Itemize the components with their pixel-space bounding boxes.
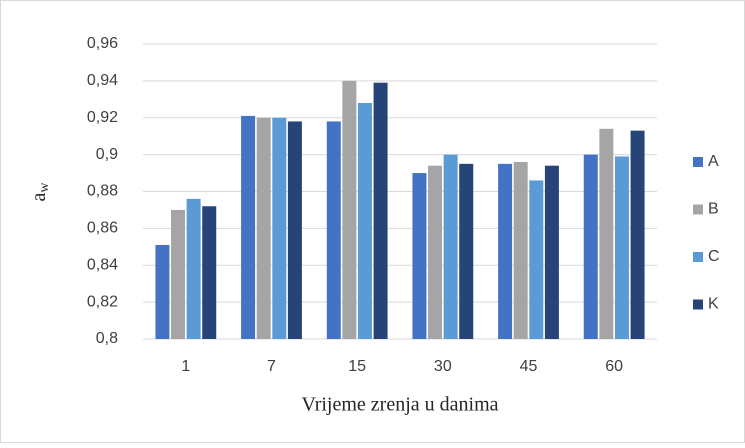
legend-label: A (708, 153, 719, 170)
y-tick-label: 0,9 (96, 146, 118, 163)
x-tick-label: 7 (267, 358, 276, 375)
bar (583, 154, 598, 339)
y-tick-label: 0,82 (87, 293, 118, 310)
x-tick-label: 15 (348, 358, 366, 375)
bar (513, 162, 528, 339)
bar (498, 163, 513, 339)
bar (428, 165, 443, 339)
legend-swatch (693, 157, 703, 167)
y-tick-label: 0,84 (87, 256, 118, 273)
bar (202, 206, 217, 339)
bar (272, 117, 287, 339)
bar (357, 103, 372, 339)
y-tick-label: 0,88 (87, 183, 118, 200)
y-axis-label-sub: w (37, 182, 52, 193)
bar (241, 115, 256, 339)
bar (171, 209, 186, 339)
y-axis-label: aw (28, 182, 53, 202)
legend-label: B (708, 201, 719, 218)
y-tick-label: 0,8 (96, 330, 118, 347)
y-tick-label: 0,96 (87, 35, 118, 52)
legend-swatch (693, 299, 703, 310)
legend-label: K (708, 296, 719, 313)
bar (256, 117, 271, 339)
bar (326, 121, 341, 339)
x-tick-label: 1 (181, 358, 190, 375)
x-tick-label: 30 (434, 358, 452, 375)
legend-label: C (708, 248, 720, 265)
y-tick-label: 0,86 (87, 220, 118, 237)
bar (373, 82, 388, 339)
bar (186, 198, 201, 339)
bar (544, 165, 559, 339)
bar (599, 128, 614, 339)
bar (342, 80, 357, 339)
x-tick-label: 45 (520, 358, 538, 375)
bar (529, 180, 544, 339)
y-tick-label: 0,94 (87, 72, 118, 89)
bar (459, 163, 474, 339)
bar (443, 154, 458, 339)
bar (287, 121, 302, 339)
legend-swatch (693, 204, 703, 215)
legend-swatch (693, 252, 703, 262)
bar (412, 173, 427, 339)
bar (614, 156, 629, 339)
bar (155, 244, 170, 339)
x-tick-label: 60 (605, 358, 623, 375)
bar (630, 130, 645, 339)
x-axis-label: Vrijeme zrenja u danima (301, 394, 498, 416)
y-tick-label: 0,92 (87, 109, 118, 126)
y-axis-label-main: a (28, 193, 50, 202)
